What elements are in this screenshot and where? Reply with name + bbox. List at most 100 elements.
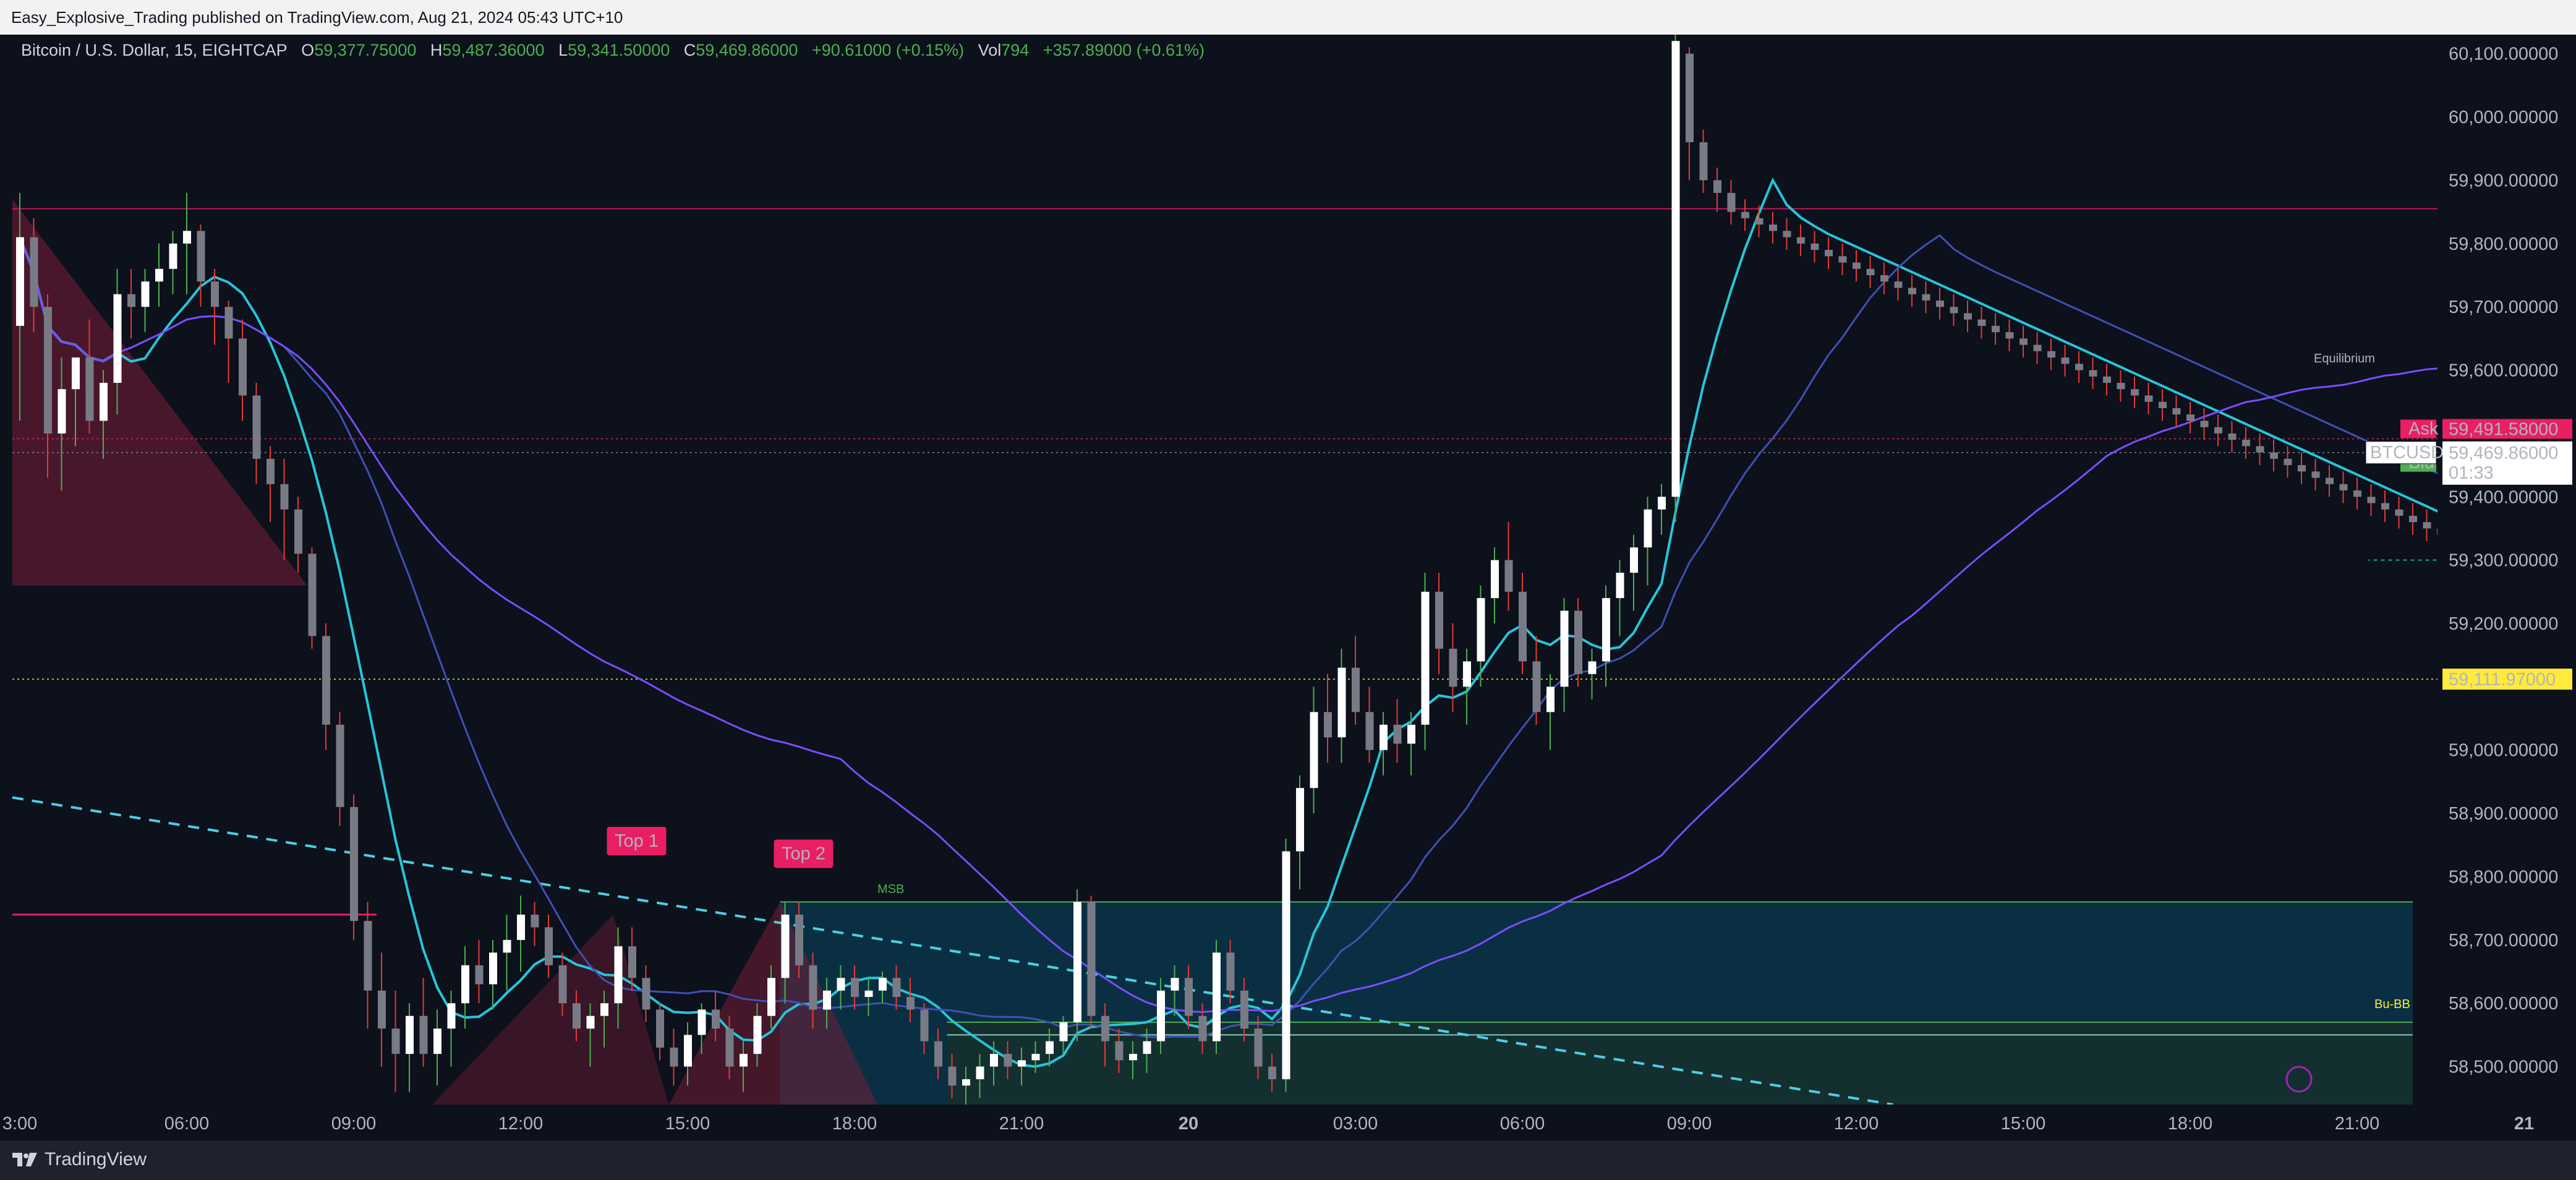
candle-body bbox=[1658, 497, 1666, 510]
candle-body bbox=[1171, 978, 1179, 991]
candle-body bbox=[197, 231, 205, 282]
open-value: 59,377.75000 bbox=[314, 41, 417, 59]
tradingview-logo-icon bbox=[12, 1153, 37, 1166]
candle-body bbox=[1477, 598, 1485, 662]
x-tick-label: 09:00 bbox=[1667, 1114, 1712, 1134]
candle-body bbox=[517, 914, 525, 940]
candle-body bbox=[503, 939, 511, 953]
candle-body bbox=[1421, 591, 1430, 725]
tradingview-logo[interactable]: TradingView bbox=[12, 1149, 147, 1170]
candle-body bbox=[280, 484, 289, 510]
candle-body bbox=[809, 965, 817, 1010]
candle-body bbox=[1894, 281, 1903, 288]
candle-body bbox=[308, 554, 317, 636]
candle-body bbox=[1936, 300, 1944, 307]
candle-body bbox=[1797, 237, 1805, 244]
candle-body bbox=[113, 294, 122, 383]
y-tick-label: 59,000.00000 bbox=[2449, 741, 2558, 761]
x-tick-label: 06:00 bbox=[164, 1114, 210, 1134]
candle-body bbox=[433, 1028, 441, 1054]
candle-body bbox=[169, 243, 177, 269]
candle-body bbox=[419, 1015, 428, 1054]
level-price-text: 59,111.97000 bbox=[2449, 670, 2556, 690]
candle-body bbox=[1393, 724, 1402, 744]
candle-body bbox=[2131, 389, 2139, 396]
candle-body bbox=[2117, 383, 2125, 390]
msb-label: MSB bbox=[877, 883, 904, 896]
candle-body bbox=[1365, 712, 1374, 750]
supply-triangle bbox=[12, 199, 307, 586]
symbol-tag bbox=[2365, 441, 2437, 464]
x-tick-label: 12:00 bbox=[498, 1114, 544, 1134]
candle-body bbox=[2089, 370, 2097, 377]
candle-body bbox=[1560, 610, 1569, 687]
candle-body bbox=[1435, 591, 1443, 649]
candle-body bbox=[447, 1003, 456, 1029]
candle-body bbox=[712, 1009, 720, 1029]
x-tick-label: 20 bbox=[1179, 1114, 1198, 1134]
y-tick-label: 59,200.00000 bbox=[2449, 614, 2558, 634]
chart[interactable]: 60,100.00000 60,000.00000 59,900.00000 59,8… bbox=[0, 35, 2576, 1140]
y-tick-label: 58,500.00000 bbox=[2449, 1058, 2558, 1077]
candle-body bbox=[2200, 421, 2209, 427]
candle-body bbox=[1574, 610, 1582, 674]
candle-body bbox=[1838, 256, 1847, 263]
candle-body bbox=[1491, 560, 1499, 599]
candle-body bbox=[1115, 1041, 1124, 1061]
candle-body bbox=[1004, 1054, 1012, 1067]
candle-body bbox=[1143, 1041, 1151, 1054]
candle-body bbox=[1282, 851, 1290, 1080]
candle-body bbox=[2159, 401, 2167, 408]
candle-body bbox=[697, 1009, 706, 1035]
candle-body bbox=[1324, 712, 1332, 738]
high-value: 59,487.36000 bbox=[442, 41, 545, 59]
volume-label: Vol bbox=[978, 41, 1002, 59]
candle-body bbox=[1588, 661, 1597, 674]
candle-body bbox=[1755, 218, 1764, 225]
y-tick-label: 59,300.00000 bbox=[2449, 551, 2558, 571]
candle-body bbox=[1616, 573, 1624, 599]
tradingview-brand: TradingView bbox=[45, 1149, 147, 1169]
candle-body bbox=[2144, 395, 2153, 402]
candle-body bbox=[753, 1015, 762, 1054]
close-value: 59,469.86000 bbox=[696, 41, 798, 59]
candle-body bbox=[2367, 497, 2376, 503]
symbol-name[interactable]: Bitcoin / U.S. Dollar, 15, EIGHTCAP bbox=[21, 41, 288, 59]
candle-body bbox=[2423, 522, 2431, 529]
candle-body bbox=[823, 990, 831, 1010]
candle-body bbox=[1977, 319, 1986, 326]
candle-body bbox=[767, 978, 775, 1016]
candle-body bbox=[2381, 503, 2389, 510]
y-tick-label: 58,600.00000 bbox=[2449, 994, 2558, 1014]
last-price-text: 59,469.86000 bbox=[2449, 443, 2558, 463]
candle-body bbox=[141, 281, 150, 307]
symbol-legend[interactable]: Bitcoin / U.S. Dollar, 15, EIGHTCAP O59,… bbox=[21, 41, 1205, 60]
annotation-text: Top 1 bbox=[615, 831, 659, 851]
y-tick-label: 58,800.00000 bbox=[2449, 867, 2558, 887]
candle-body bbox=[614, 946, 623, 1004]
candle-body bbox=[85, 357, 94, 421]
candle-body bbox=[851, 978, 859, 997]
candle-body bbox=[948, 1066, 957, 1086]
annotation-badge bbox=[774, 839, 834, 868]
y-tick-label: 58,700.00000 bbox=[2449, 931, 2558, 951]
change-value: +90.61000 (+0.15%) bbox=[811, 41, 965, 59]
candle-body bbox=[600, 1003, 608, 1016]
candle-body bbox=[2019, 338, 2028, 345]
candle-body bbox=[252, 395, 261, 459]
candle-body bbox=[1644, 509, 1652, 548]
publish-header: Easy_Explosive_Trading published on Trad… bbox=[0, 0, 2576, 35]
candle-body bbox=[183, 231, 191, 244]
last-price-box bbox=[2442, 441, 2572, 485]
candle-body bbox=[239, 338, 247, 396]
candle-body bbox=[1018, 1060, 1026, 1067]
candle-body bbox=[294, 509, 302, 554]
y-tick-label: 60,100.00000 bbox=[2449, 45, 2558, 64]
candle-body bbox=[642, 978, 650, 1010]
candle-body bbox=[2005, 332, 2014, 339]
candle-body bbox=[2186, 414, 2194, 421]
candle-body bbox=[461, 965, 469, 1004]
candle-body bbox=[1783, 231, 1791, 237]
candle-body bbox=[2075, 364, 2083, 370]
